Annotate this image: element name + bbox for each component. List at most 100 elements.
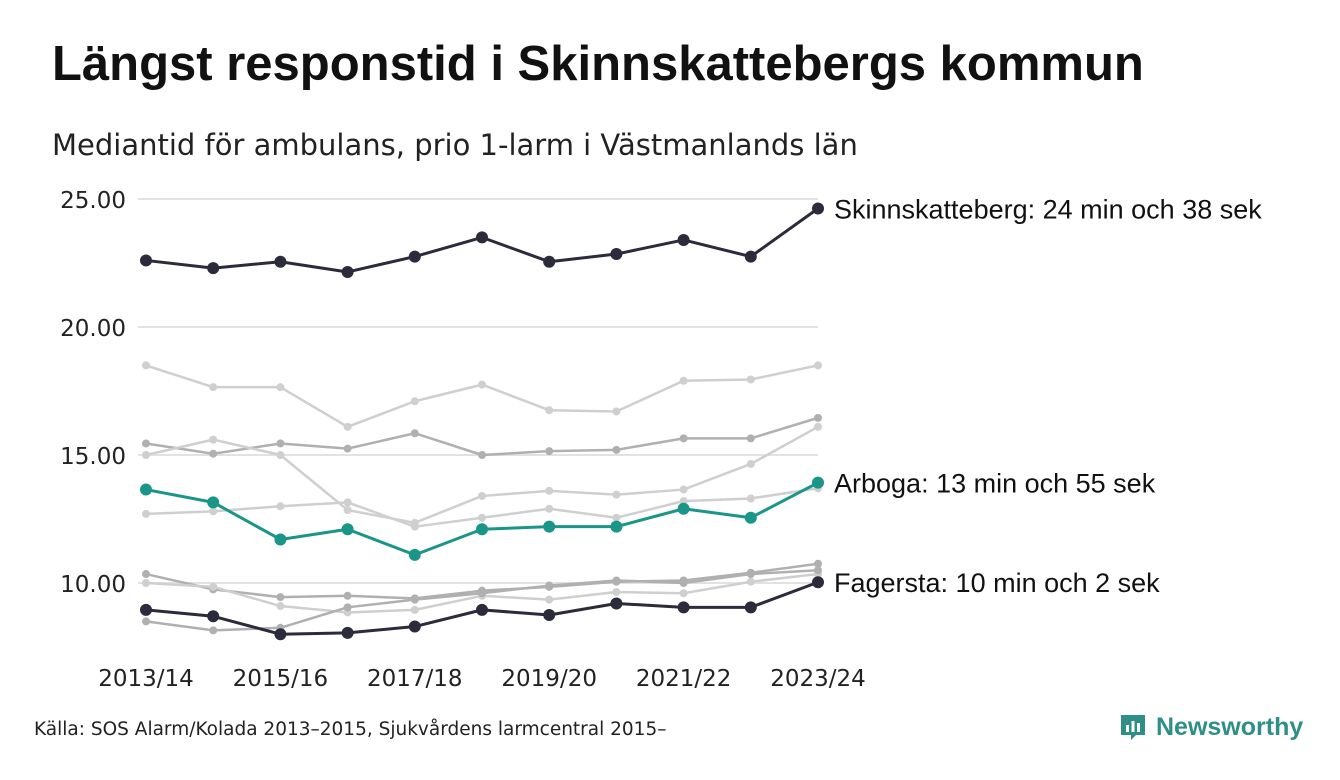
data-point [814,413,822,422]
data-point [812,576,824,589]
series-end-labels: Skinnskatteberg: 24 min och 38 sek Arboga… [834,194,1262,598]
data-point [274,533,287,546]
data-point [478,513,486,522]
data-point [142,570,150,579]
data-point [612,490,621,499]
data-point [142,579,150,587]
data-point [341,626,354,639]
data-point [410,397,419,406]
y-tick-label: 10.00 [60,572,126,598]
newsworthy-logo-icon [1121,715,1145,740]
x-tick-label: 2021/22 [636,666,732,692]
data-point [744,601,757,614]
data-point [209,507,218,516]
data-point [545,406,554,415]
data-point [209,449,218,458]
data-point [209,435,218,444]
data-point [545,504,554,513]
data-point [408,250,421,263]
data-point [677,233,690,246]
data-point [343,506,352,515]
data-point [343,422,352,431]
end-label-arboga: Arboga: 13 min och 55 sek [834,469,1156,499]
data-point [679,579,688,587]
data-point [679,589,688,598]
chart-title: Längst responstid i Skinnskattebergs kom… [52,37,1144,91]
data-point [610,248,623,261]
data-point [543,520,556,533]
data-point [140,483,152,496]
data-point [276,439,285,448]
series-arboga [140,476,824,561]
x-axis-tick-labels: 2013/14 2015/16 2017/18 2019/20 2021/22 2023/… [98,666,866,692]
data-point [746,577,755,586]
series-fagersta [140,576,824,641]
data-point [612,407,621,416]
data-point [408,548,421,561]
gridlines [138,198,818,584]
data-point [476,231,488,244]
data-point [679,497,688,506]
data-point [612,513,621,522]
data-point [276,593,285,602]
data-point [612,445,621,454]
data-point [746,459,755,468]
data-point [478,451,486,459]
data-point [814,559,822,568]
y-tick-label: 15.00 [60,444,126,470]
y-tick-label: 20.00 [60,316,126,342]
data-point [814,566,822,575]
data-point [746,494,755,503]
data-point [410,429,419,438]
data-point [610,597,623,610]
series-background-2 [142,413,822,459]
data-point [276,451,285,459]
series-background-4 [142,484,822,531]
data-point [276,383,285,392]
data-point [812,476,824,489]
data-point [142,451,150,459]
data-point [209,383,218,392]
x-tick-label: 2023/24 [770,666,866,692]
x-tick-label: 2017/18 [367,666,463,692]
data-point [478,380,486,389]
y-tick-label: 25.00 [60,188,126,214]
highlight-series [140,202,824,641]
data-point [543,609,556,621]
data-point [543,255,556,268]
data-point [545,581,554,590]
x-tick-label: 2015/16 [233,666,329,692]
series-skinnskatteberg [140,202,824,278]
data-point [274,255,287,268]
data-point [343,444,352,453]
data-point [746,375,755,384]
data-point [207,496,220,509]
data-point [410,605,419,614]
data-point [679,434,688,443]
x-tick-label: 2019/20 [501,666,597,692]
data-point [142,361,150,370]
data-point [341,523,354,536]
series-line [145,416,819,457]
data-point [140,603,152,616]
data-point [142,509,150,518]
data-point [209,582,218,591]
brand-name: Newsworthy [1156,712,1304,741]
data-point [478,491,486,500]
end-label-fagersta: Fagersta: 10 min och 2 sek [834,568,1160,598]
data-point [545,486,554,495]
brand-logo: Newsworthy [1118,712,1303,742]
data-point [343,591,352,600]
data-point [343,498,352,507]
data-point [207,610,220,623]
y-axis-tick-labels: 10.00 15.00 20.00 25.00 [60,188,126,598]
data-point [679,376,688,385]
data-point [410,522,419,531]
x-tick-label: 2013/14 [98,666,194,692]
data-point [679,485,688,494]
data-point [476,523,488,536]
data-point [612,576,621,585]
data-point [744,511,757,524]
data-point [814,422,822,431]
